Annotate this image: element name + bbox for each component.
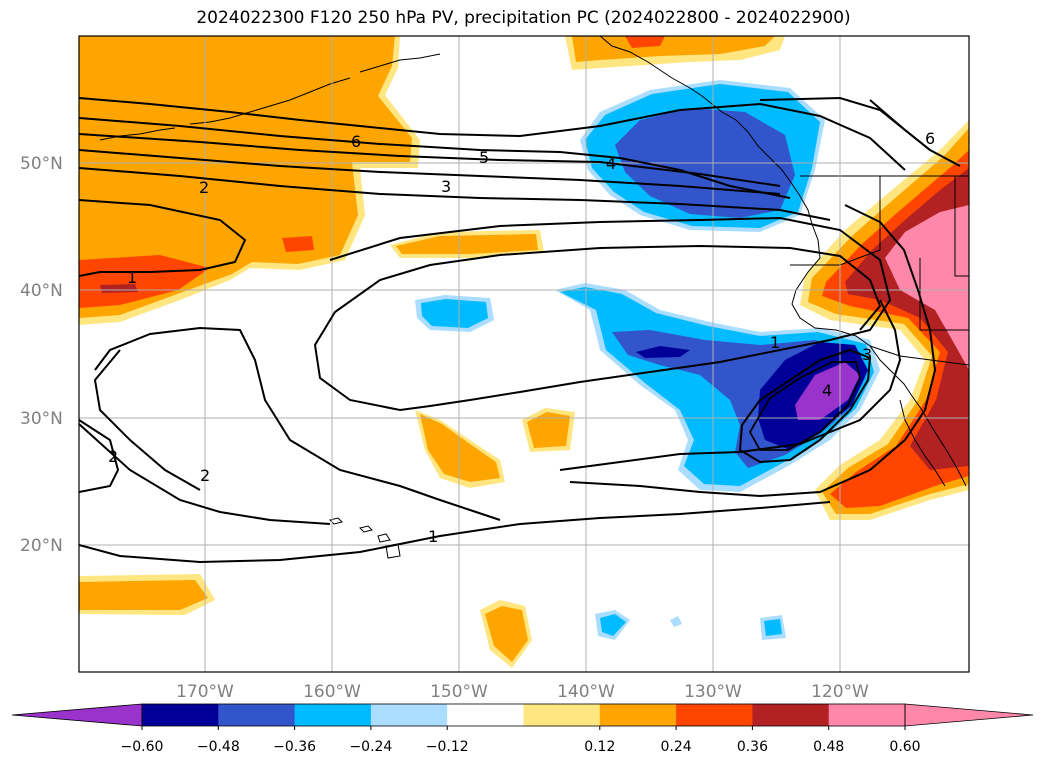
- lat-label: 40°N: [20, 281, 63, 301]
- lat-label: 20°N: [20, 536, 63, 556]
- colorbar-tick-label: −0.48: [197, 739, 240, 755]
- colorbar-segment: [294, 704, 372, 726]
- contour-label: 2: [200, 466, 210, 485]
- contour-label: 3: [862, 345, 872, 364]
- contour-label: 2: [199, 178, 209, 197]
- graticule: [79, 36, 969, 672]
- colorbar-segment: [523, 704, 601, 726]
- lon-label: 170°W: [176, 682, 234, 702]
- contour-label: 6: [351, 132, 361, 151]
- colorbar-segment: [447, 704, 524, 726]
- contour-label: 1: [127, 268, 137, 287]
- colorbar-tick-label: 0.24: [661, 739, 692, 755]
- colorbar-tick-label: −0.12: [426, 739, 469, 755]
- colorbar-segment: [218, 704, 296, 726]
- colorbar-segment: [828, 704, 906, 726]
- contour-labels: 6 5 4 3 2 1 1 2 2 1 4 3 6: [108, 129, 935, 546]
- lon-label: 140°W: [557, 682, 615, 702]
- longitude-labels: 170°W 160°W 150°W 140°W 130°W 120°W: [176, 682, 869, 702]
- map-title: 2024022300 F120 250 hPa PV, precipitatio…: [196, 8, 851, 28]
- colorbar-extend-low: [11, 703, 143, 727]
- colorbar: [11, 703, 1034, 727]
- contour-label: 6: [925, 129, 935, 148]
- map-border: [78, 35, 970, 673]
- contour-label: 2: [108, 447, 118, 466]
- colorbar-tick-label: −0.24: [349, 739, 392, 755]
- contour-label: 1: [770, 333, 780, 352]
- colorbar-labels: −0.60 −0.48 −0.36 −0.24 −0.12 0.12 0.24 0.36 0.4…: [121, 726, 921, 755]
- colorbar-tick-label: 0.36: [737, 739, 768, 755]
- contour-label: 4: [822, 381, 832, 400]
- colorbar-tick-label: 0.60: [889, 739, 920, 755]
- colorbar-tick-label: −0.60: [121, 739, 164, 755]
- lat-label: 50°N: [20, 154, 63, 174]
- contour-label: 3: [441, 177, 451, 196]
- pv-contours: [79, 96, 961, 564]
- contour-label: 5: [479, 148, 489, 167]
- lat-label: 30°N: [20, 409, 63, 429]
- contour-label: 4: [606, 154, 616, 173]
- colorbar-tick-label: −0.36: [273, 739, 316, 755]
- colorbar-segment: [676, 704, 753, 726]
- contour-label: 1: [428, 527, 438, 546]
- lon-label: 150°W: [430, 682, 488, 702]
- colorbar-segment: [370, 704, 448, 726]
- colorbar-segment: [752, 704, 830, 726]
- colorbar-segment: [142, 704, 219, 726]
- colorbar-segment: [599, 704, 677, 726]
- lon-label: 120°W: [811, 682, 869, 702]
- map-content: 6 5 4 3 2 1 1 2 2 1 4 3 6: [79, 36, 969, 672]
- colorbar-tick-label: 0.48: [813, 739, 844, 755]
- coastlines: [99, 36, 969, 559]
- colorbar-frame: [141, 703, 906, 727]
- colorbar-tick-label: 0.12: [584, 739, 615, 755]
- lon-label: 130°W: [684, 682, 742, 702]
- latitude-labels: 50°N 40°N 30°N 20°N: [20, 154, 63, 556]
- lon-label: 160°W: [303, 682, 361, 702]
- colorbar-extend-high: [904, 703, 1034, 727]
